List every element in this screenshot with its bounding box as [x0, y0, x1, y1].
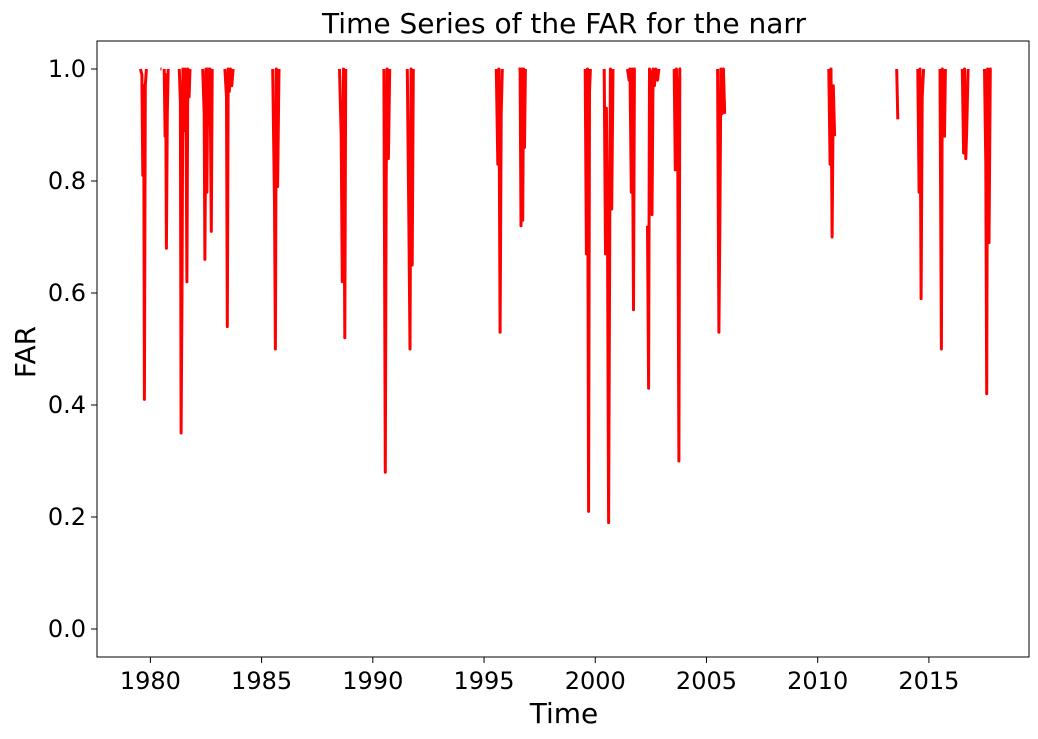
far-series-line — [162, 68, 170, 250]
far-series-line — [138, 68, 148, 401]
far-series-line — [646, 67, 661, 390]
y-tick-label: 0.6 — [48, 279, 86, 307]
far-series-line — [338, 67, 348, 340]
far-series-line — [382, 67, 392, 474]
y-tick-label: 0.0 — [48, 615, 86, 643]
far-series-line — [494, 67, 504, 334]
x-axis-label: Time — [529, 697, 599, 730]
far-series-line — [518, 67, 527, 228]
far-series-line — [916, 67, 926, 301]
x-tick-label: 2000 — [565, 667, 626, 695]
far-series-line — [983, 67, 992, 396]
x-tick-label: 2010 — [787, 667, 848, 695]
plot-series — [138, 67, 992, 525]
far-series-line — [895, 68, 900, 120]
far-series-line — [960, 67, 970, 161]
far-series-line — [716, 67, 727, 334]
x-axis-ticks: 1980 1985 1990 1995 2000 2005 2010 2015 — [120, 657, 959, 695]
x-tick-label: 1985 — [231, 667, 292, 695]
y-axis-label: FAR — [9, 326, 42, 378]
far-series-line — [223, 67, 235, 329]
chart-title: Time Series of the FAR for the narr — [321, 7, 806, 40]
far-series-line — [672, 67, 682, 463]
far-series-line — [583, 67, 592, 513]
x-tick-label: 1980 — [120, 667, 181, 695]
y-tick-label: 1.0 — [48, 55, 86, 83]
y-tick-label: 0.4 — [48, 391, 86, 419]
x-tick-label: 2005 — [676, 667, 737, 695]
far-series-line — [938, 67, 947, 351]
far-series-line — [602, 67, 615, 525]
x-tick-label: 1995 — [453, 667, 514, 695]
far-series-line — [626, 67, 636, 312]
far-series-line — [827, 67, 837, 239]
plot-frame — [96, 40, 1030, 658]
y-axis-ticks: 0.0 0.2 0.4 0.6 0.8 1.0 — [48, 55, 97, 643]
x-tick-label: 2015 — [898, 667, 959, 695]
far-series-line — [271, 67, 281, 351]
y-tick-label: 0.2 — [48, 503, 86, 531]
far-series-line — [177, 67, 192, 435]
y-tick-label: 0.8 — [48, 167, 86, 195]
x-tick-label: 1990 — [342, 667, 403, 695]
far-series-line — [201, 67, 214, 261]
far-series-line — [405, 67, 415, 351]
